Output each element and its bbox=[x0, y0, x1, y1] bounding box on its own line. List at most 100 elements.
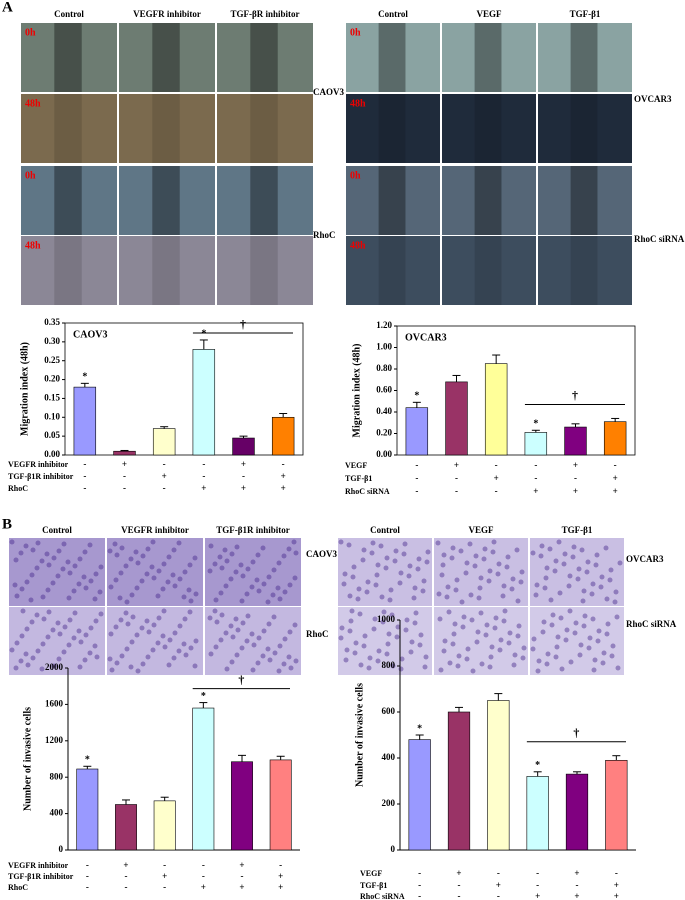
cell bbox=[233, 569, 239, 575]
cell bbox=[234, 544, 240, 550]
bar bbox=[192, 349, 216, 456]
bar bbox=[526, 776, 549, 851]
condition-sign: - bbox=[86, 882, 89, 892]
cell bbox=[338, 635, 344, 641]
y-tick-label: 0.10 bbox=[44, 411, 60, 421]
y-tick-label: 400 bbox=[50, 808, 64, 818]
cell bbox=[442, 638, 448, 644]
cell bbox=[108, 631, 114, 637]
cell bbox=[579, 547, 585, 553]
cell bbox=[92, 596, 98, 602]
micrograph bbox=[538, 166, 632, 235]
micrograph bbox=[217, 236, 313, 305]
bar bbox=[76, 768, 99, 851]
cell bbox=[124, 599, 130, 605]
condition-sign: + bbox=[456, 868, 461, 878]
cell bbox=[188, 645, 194, 651]
cell bbox=[212, 608, 218, 614]
cell bbox=[218, 590, 224, 596]
cell bbox=[437, 616, 443, 622]
cell bbox=[23, 543, 29, 549]
cell bbox=[81, 574, 87, 580]
cell bbox=[402, 541, 408, 547]
cell bbox=[281, 553, 287, 559]
cell bbox=[41, 616, 47, 622]
cell bbox=[459, 599, 465, 605]
y-tick-label: 800 bbox=[50, 771, 64, 781]
cell bbox=[144, 618, 150, 624]
cell bbox=[187, 562, 193, 568]
cell bbox=[357, 611, 363, 617]
condition-sign: - bbox=[123, 483, 126, 493]
cell bbox=[511, 662, 517, 668]
cell bbox=[533, 592, 539, 598]
y-tick-label: 600 bbox=[382, 706, 396, 716]
cell bbox=[156, 615, 162, 621]
condition-sign: + bbox=[614, 891, 619, 900]
column-header: TGF-βR inhibitor bbox=[231, 9, 300, 19]
cell bbox=[24, 626, 30, 632]
cell bbox=[605, 621, 611, 627]
cell bbox=[177, 623, 183, 629]
condition-sign: + bbox=[123, 860, 128, 870]
cell bbox=[398, 570, 404, 576]
condition-name: RhoC siRNA bbox=[345, 487, 390, 496]
cell bbox=[71, 588, 77, 594]
wound-gap bbox=[250, 94, 278, 163]
cell bbox=[441, 648, 447, 654]
cell bbox=[34, 565, 40, 571]
column-header: Control bbox=[370, 525, 400, 535]
cell bbox=[29, 619, 35, 625]
cell bbox=[481, 556, 487, 562]
cell bbox=[208, 651, 214, 657]
cell bbox=[214, 619, 220, 625]
cell bbox=[12, 582, 18, 588]
wound-gap bbox=[378, 94, 406, 163]
cell bbox=[536, 658, 542, 664]
condition-sign: - bbox=[497, 891, 500, 900]
cell bbox=[260, 545, 266, 551]
cell bbox=[492, 625, 498, 631]
micrograph bbox=[107, 607, 203, 675]
cell bbox=[398, 666, 404, 672]
cell bbox=[375, 562, 381, 568]
cell bbox=[364, 589, 370, 595]
cell bbox=[170, 572, 176, 578]
cell bbox=[547, 546, 553, 552]
cell bbox=[245, 613, 251, 619]
cell bbox=[87, 650, 93, 656]
cell bbox=[562, 551, 568, 557]
cell bbox=[286, 546, 292, 552]
column-header: TGF-β1 bbox=[562, 525, 593, 535]
wound-gap bbox=[250, 236, 278, 305]
y-tick-label: 1600 bbox=[45, 698, 64, 708]
condition-sign: - bbox=[241, 871, 244, 881]
cell bbox=[395, 624, 401, 630]
cell bbox=[467, 541, 473, 547]
cell bbox=[352, 650, 358, 656]
y-tick-label: 200 bbox=[382, 798, 396, 808]
cell bbox=[67, 570, 73, 576]
cell bbox=[288, 665, 294, 671]
cell bbox=[383, 565, 389, 571]
condition-sign: - bbox=[202, 871, 205, 881]
plot-frame bbox=[64, 322, 304, 456]
cell bbox=[88, 578, 94, 584]
cell bbox=[348, 618, 354, 624]
cell bbox=[118, 570, 124, 576]
cell bbox=[343, 657, 349, 663]
condition-sign: - bbox=[125, 882, 128, 892]
bar bbox=[603, 421, 627, 456]
cell bbox=[412, 585, 418, 591]
cell bbox=[223, 583, 229, 589]
cell bbox=[361, 547, 367, 553]
cell bbox=[367, 655, 373, 661]
cell bbox=[172, 583, 178, 589]
y-tick-label: 2000 bbox=[45, 662, 64, 672]
cell bbox=[265, 599, 271, 605]
cell bbox=[388, 587, 394, 593]
cell bbox=[171, 547, 177, 553]
cell bbox=[380, 619, 386, 625]
cell bbox=[552, 568, 558, 574]
cell bbox=[182, 616, 188, 622]
